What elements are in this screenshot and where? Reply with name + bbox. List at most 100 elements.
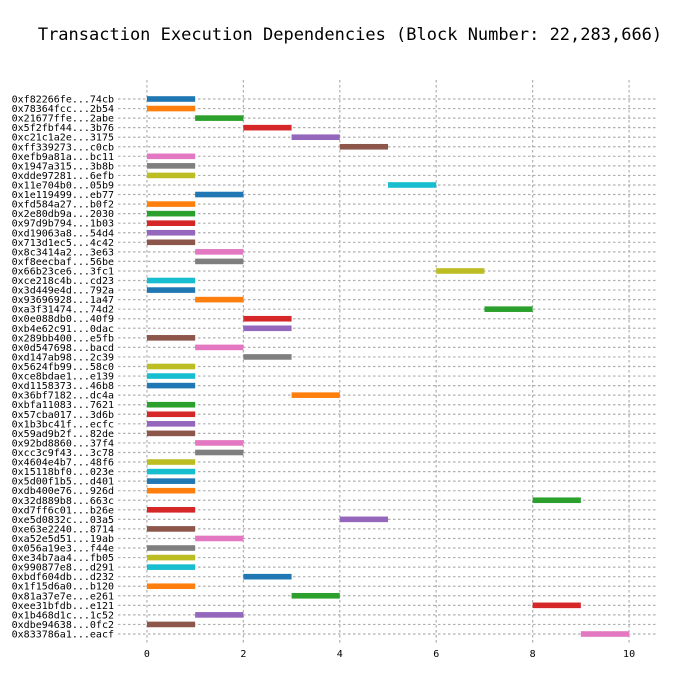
y-tick-label: 0x97d9b794...1b03 — [12, 219, 114, 230]
y-tick-label: 0xce8bdae1...e139 — [12, 372, 114, 383]
y-tick-label: 0x289bb400...e5fb — [12, 333, 114, 344]
task-bar — [580, 631, 630, 637]
y-tick-label: 0x36bf7182...dc4a — [12, 391, 114, 402]
task-bar — [146, 105, 196, 112]
task-bar — [146, 239, 196, 246]
x-tick-label: 2 — [240, 649, 246, 660]
task-bar — [146, 545, 196, 551]
task-bar — [146, 172, 196, 179]
y-tick-label: 0x59ad9b2f...82de — [12, 429, 114, 440]
y-tick-label: 0xf8eecbaf...56be — [12, 257, 114, 268]
task-bar — [146, 210, 196, 217]
task-bar — [436, 268, 485, 274]
y-tick-label: 0x1947a315...3b8b — [12, 161, 114, 172]
task-bar — [146, 459, 196, 465]
task-bar — [195, 115, 244, 121]
chart-title: Transaction Execution Dependencies (Bloc… — [38, 25, 662, 45]
task-bar — [195, 191, 244, 198]
task-bar — [146, 277, 196, 284]
task-bar — [243, 573, 292, 580]
task-bar — [339, 516, 388, 523]
task-bar — [146, 153, 196, 160]
task-bar — [532, 602, 581, 609]
y-tick-label: 0x4604e4b7...48f6 — [12, 458, 114, 469]
y-tick-label: 0x0d547698...bacd — [12, 343, 114, 354]
task-bar — [146, 401, 196, 408]
y-tick-label: 0xce218c4b...cd23 — [12, 276, 114, 287]
x-tick-label: 8 — [530, 649, 536, 660]
y-tick-label: 0x66b23ce6...3fc1 — [12, 266, 114, 277]
y-tick-label: 0xdde97281...6efb — [12, 171, 114, 182]
task-bar — [146, 621, 196, 628]
task-bar — [291, 392, 340, 398]
task-bar — [146, 564, 196, 570]
task-bar — [146, 373, 196, 379]
task-bar — [146, 201, 196, 207]
task-bar — [243, 124, 292, 131]
y-tick-label: 0x1b3bc41f...ecfc — [12, 419, 114, 430]
y-tick-label: 0x81a37e7e...e261 — [12, 591, 114, 602]
task-bar — [146, 382, 196, 389]
task-bar — [388, 182, 437, 188]
task-bar — [146, 287, 196, 293]
y-tick-label: 0xc21c1a2e...3175 — [12, 133, 114, 144]
task-bar — [195, 440, 244, 446]
y-tick-label: 0x21677ffe...2abe — [12, 114, 114, 125]
y-tick-label: 0x056a19e3...f44e — [12, 544, 114, 555]
task-bar — [146, 487, 196, 494]
y-tick-label: 0xdbe94638...0fc2 — [12, 620, 114, 631]
task-bar — [243, 315, 292, 322]
y-tick-label: 0xbdf604db...d232 — [12, 572, 114, 583]
y-tick-label: 0xa3f31474...74d2 — [12, 305, 114, 316]
y-tick-label: 0xe34b7aa4...fb05 — [12, 553, 114, 564]
task-bar — [291, 134, 340, 141]
y-tick-label: 0x990877e8...d291 — [12, 563, 114, 574]
task-bar — [146, 554, 196, 561]
task-bar — [532, 497, 581, 504]
y-tick-label: 0xd7ff6c01...b26e — [12, 505, 114, 516]
y-tick-label: 0x1b468d1c...1c52 — [12, 610, 114, 621]
y-tick-label: 0xd19063a8...54d4 — [12, 228, 114, 239]
y-tick-label: 0x5d00f1b5...d401 — [12, 477, 114, 488]
bars — [146, 96, 630, 637]
task-bar — [146, 96, 196, 102]
task-bar — [146, 583, 196, 590]
task-bar — [243, 354, 292, 360]
task-bar — [195, 612, 244, 618]
y-tick-label: 0x57cba017...3d6b — [12, 410, 114, 421]
task-bar — [146, 507, 196, 513]
y-tick-label: 0x15118bf0...023e — [12, 467, 114, 478]
task-bar — [484, 306, 533, 312]
y-tick-label: 0xbfa11083...7621 — [12, 400, 114, 411]
y-tick-label: 0xf82266fe...74cb — [12, 95, 114, 106]
task-bar — [146, 220, 196, 226]
task-bar — [195, 249, 244, 255]
y-tick-label: 0x1e119499...eb77 — [12, 190, 114, 201]
task-bar — [146, 526, 196, 532]
y-tick-label: 0x0e088db0...40f9 — [12, 314, 114, 325]
task-bar — [243, 325, 292, 332]
y-tick-label: 0x92bd8860...37f4 — [12, 438, 114, 449]
y-tick-label: 0x78364fcc...2b54 — [12, 104, 114, 115]
task-bar — [146, 229, 196, 236]
y-tick-label: 0x2e80db9a...2030 — [12, 209, 114, 220]
y-tick-label: 0x713d1ec5...4c42 — [12, 238, 114, 249]
y-tick-label: 0x3d449e4d...792a — [12, 286, 114, 297]
task-bar — [146, 430, 196, 437]
task-bar — [146, 411, 196, 418]
y-tick-label: 0xe63e2240...8714 — [12, 524, 114, 535]
y-tick-label: 0x5624fb99...58c0 — [12, 362, 114, 373]
task-bar — [195, 296, 244, 303]
y-tick-label: 0xee31bfdb...e121 — [12, 601, 114, 612]
y-tick-label: 0x1f15d6a0...b120 — [12, 582, 114, 593]
task-bar — [146, 468, 196, 475]
y-tick-label: 0x93696928...1a47 — [12, 295, 114, 306]
y-tick-labels: 0xf82266fe...74cb0x78364fcc...2b540x2167… — [12, 95, 114, 641]
y-tick-label: 0xcc3c9f43...3c78 — [12, 448, 114, 459]
y-tick-label: 0xefb9a81a...bc11 — [12, 152, 114, 163]
task-bar — [146, 421, 196, 427]
x-tick-labels: 0 2 4 6 8 10 — [144, 649, 635, 660]
task-bar — [146, 478, 196, 484]
